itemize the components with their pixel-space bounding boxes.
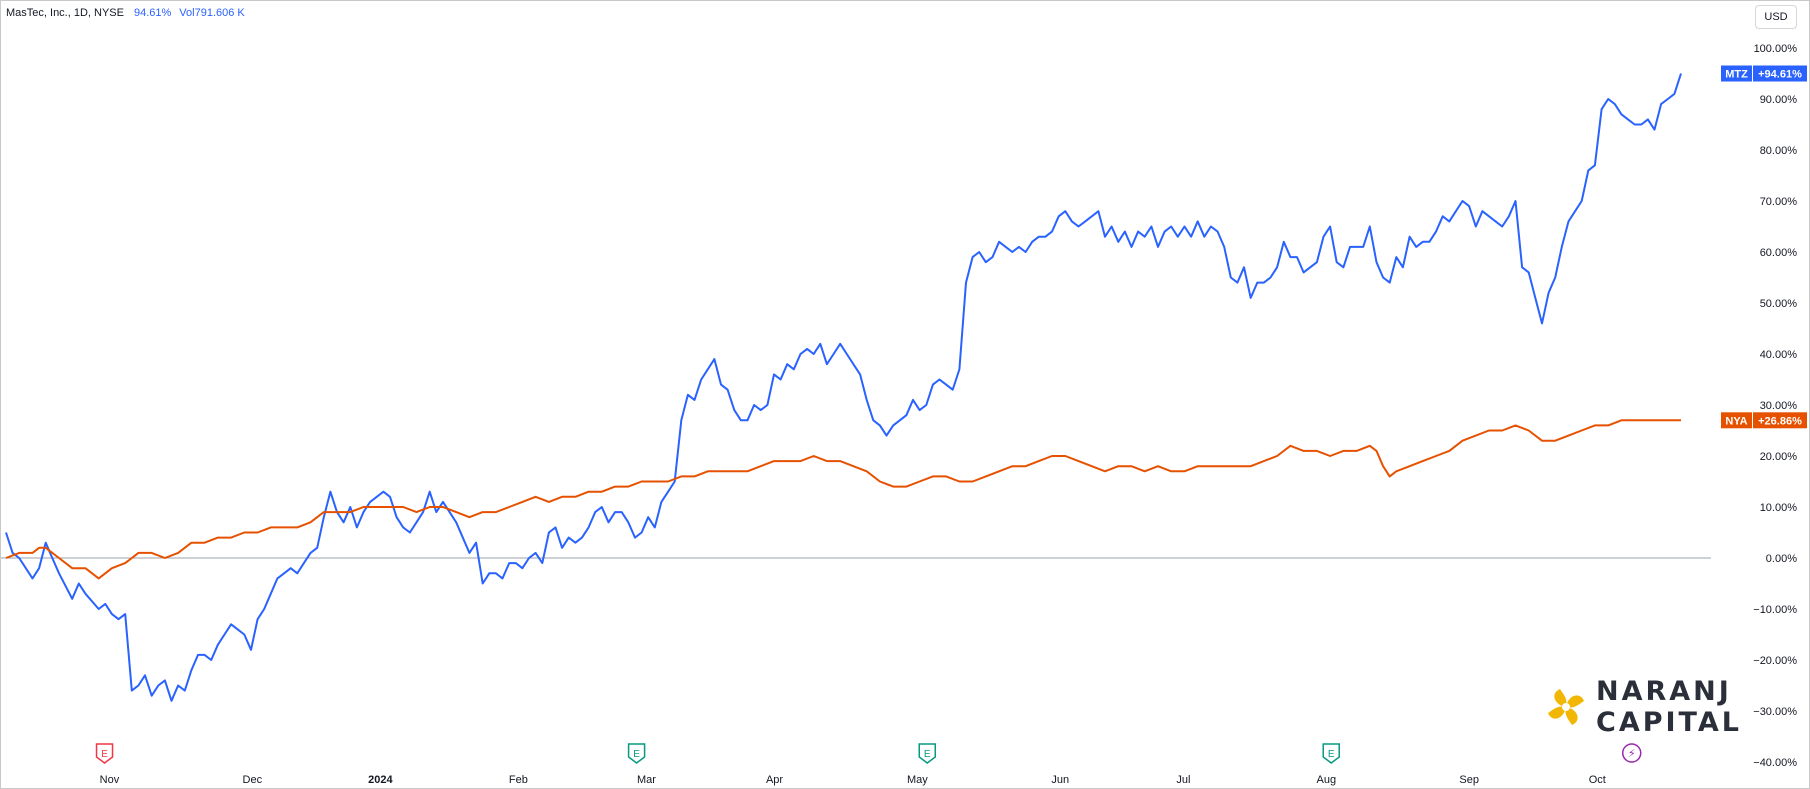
x-tick-label: Feb: [509, 774, 528, 786]
y-tick-label: −40.00%: [1753, 757, 1797, 769]
y-tick-label: −30.00%: [1753, 706, 1797, 718]
y-tick-label: 40.00%: [1760, 349, 1798, 361]
brand-logo-icon: [1548, 689, 1584, 725]
y-tick-label: 0.00%: [1766, 553, 1797, 565]
x-tick-label: Nov: [100, 774, 120, 786]
series-line-mtz[interactable]: [5, 73, 1682, 702]
y-tick-label: 50.00%: [1760, 298, 1798, 310]
volume-value: 791.606 K: [194, 7, 245, 19]
earnings-event-label: E: [1328, 749, 1335, 760]
y-tick-label: 10.00%: [1760, 502, 1798, 514]
y-tick-label: 60.00%: [1760, 247, 1798, 259]
y-tick-label: −10.00%: [1753, 604, 1797, 616]
earnings-event-icon[interactable]: [627, 743, 646, 764]
x-tick-label: May: [907, 774, 928, 786]
y-tick-label: 70.00%: [1760, 196, 1798, 208]
x-tick-label: Aug: [1317, 774, 1337, 786]
x-tick-label: Dec: [243, 774, 263, 786]
y-tick-label: −20.00%: [1753, 655, 1797, 667]
earnings-event-label: E: [101, 749, 108, 760]
change-value: 94.61%: [133, 7, 172, 19]
earnings-event-label: E: [924, 749, 931, 760]
brand-name-line1: NARANJ: [1596, 676, 1732, 707]
x-tick-label: Jul: [1176, 774, 1190, 786]
legend: MasTec, Inc., 1D, NYSE 94.61% Vol 791.606…: [6, 7, 245, 19]
y-tick-label: 30.00%: [1760, 400, 1798, 412]
series-badge-name: MTZ: [1725, 69, 1748, 81]
series-badge-value: +94.61%: [1758, 69, 1802, 81]
x-tick-label: 2024: [368, 774, 393, 786]
series-line-nya[interactable]: [5, 419, 1681, 580]
x-tick-label: Apr: [766, 774, 783, 786]
earnings-event-icon[interactable]: [95, 743, 114, 764]
dividend-event-label: ⚡: [1628, 747, 1636, 760]
brand-watermark: NARANJ CAPITAL: [1544, 676, 1742, 738]
currency-button[interactable]: USD: [1755, 5, 1797, 29]
x-tick-label: Sep: [1459, 774, 1479, 786]
y-tick-label: 100.00%: [1754, 43, 1798, 55]
x-tick-label: Jun: [1051, 774, 1069, 786]
series-badge-nya: NYA +26.86%: [1721, 412, 1807, 429]
earnings-event-label: E: [633, 749, 640, 760]
dividend-event-icon[interactable]: [1621, 743, 1642, 763]
y-tick-label: 80.00%: [1760, 145, 1798, 157]
series-badge-mtz: MTZ +94.61%: [1721, 65, 1807, 82]
brand-name-line2: CAPITAL: [1596, 707, 1742, 738]
earnings-event-icon[interactable]: [918, 743, 936, 764]
x-tick-label: Mar: [637, 774, 656, 786]
y-tick-label: 20.00%: [1760, 451, 1798, 463]
x-tick-label: Oct: [1589, 774, 1606, 786]
volume-label: Vol: [179, 7, 195, 19]
y-tick-label: 90.00%: [1760, 94, 1798, 106]
earnings-event-icon[interactable]: [1322, 743, 1340, 764]
series-badge-name: NYA: [1725, 415, 1747, 427]
symbol-description: MasTec, Inc., 1D, NYSE: [6, 7, 124, 19]
series-badge-value: +26.86%: [1758, 415, 1802, 427]
